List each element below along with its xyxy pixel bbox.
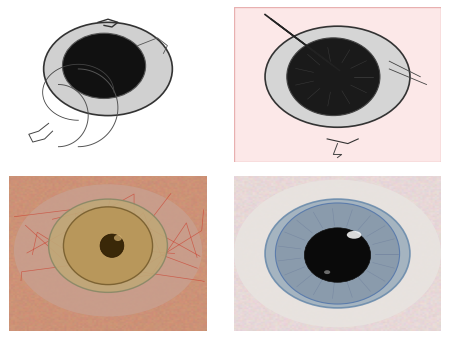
FancyBboxPatch shape [234,7,441,162]
Ellipse shape [265,199,410,308]
Ellipse shape [63,207,153,285]
Ellipse shape [265,26,410,127]
Ellipse shape [347,231,361,239]
Ellipse shape [275,203,400,304]
Ellipse shape [287,38,380,116]
Ellipse shape [63,33,146,98]
Ellipse shape [324,270,330,274]
Ellipse shape [44,22,172,116]
Ellipse shape [49,199,167,292]
Ellipse shape [114,235,122,241]
Ellipse shape [14,184,202,316]
Ellipse shape [100,234,124,258]
Ellipse shape [304,228,371,282]
Ellipse shape [234,180,441,327]
